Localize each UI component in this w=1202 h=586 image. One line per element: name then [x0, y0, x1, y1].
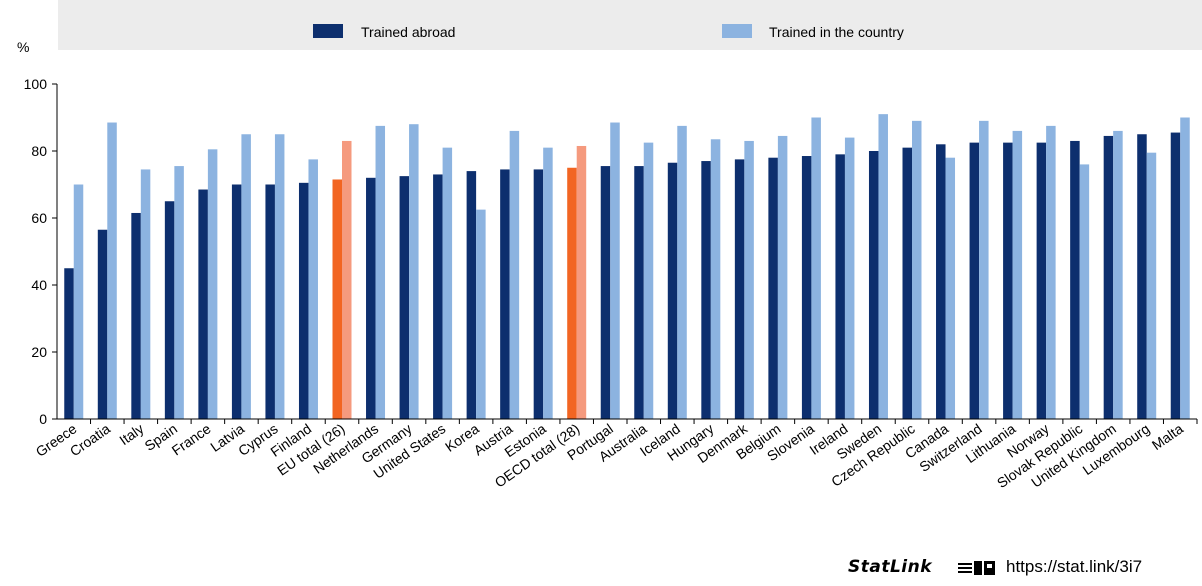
legend-background: [58, 0, 1202, 50]
bar-trained-in-the-country-latvia: [241, 134, 251, 419]
bar-trained-abroad-denmark: [734, 159, 745, 420]
bar-trained-in-the-country-austria: [509, 130, 520, 419]
bar-trained-abroad-australia: [634, 166, 644, 419]
bar-trained-in-the-country-italy: [140, 169, 151, 419]
y-axis-unit: %: [17, 39, 29, 55]
bar-trained-in-the-country-germany: [409, 124, 419, 419]
bar-trained-in-the-country-hungary: [710, 139, 721, 419]
legend: Trained abroad Trained in the country: [313, 24, 904, 40]
bar-trained-in-the-country-united-states: [442, 147, 453, 419]
bar-trained-in-the-country-belgium: [777, 135, 788, 419]
bar-trained-abroad-eu-total-26: [332, 179, 342, 419]
bars: [64, 114, 1190, 420]
bar-trained-abroad-estonia: [533, 169, 544, 419]
bar-trained-abroad-lithuania: [1003, 142, 1013, 420]
bar-trained-in-the-country-iceland: [677, 125, 687, 420]
bar-trained-in-the-country-portugal: [610, 122, 620, 420]
legend-label-trained-abroad: Trained abroad: [361, 24, 455, 40]
legend-label-trained-in-the-country: Trained in the country: [769, 24, 904, 40]
y-tick-label: 40: [31, 277, 47, 293]
bar-trained-abroad-netherlands: [366, 177, 376, 419]
legend-swatch-trained-in-the-country: [722, 24, 752, 38]
bar-trained-in-the-country-denmark: [744, 140, 754, 419]
y-tick-label: 0: [39, 411, 47, 427]
bar-chart: Trained abroad Trained in the country % …: [17, 0, 1202, 491]
bar-trained-in-the-country-estonia: [543, 147, 553, 419]
bar-trained-abroad-belgium: [768, 157, 778, 419]
bar-trained-abroad-korea: [466, 171, 477, 419]
bar-trained-in-the-country-malta: [1180, 117, 1190, 419]
bar-trained-abroad-sweden: [868, 151, 879, 419]
bar-trained-in-the-country-united-kingdom: [1113, 130, 1123, 419]
bar-trained-in-the-country-lithuania: [1012, 130, 1023, 419]
bar-trained-abroad-norway: [1036, 142, 1047, 420]
bar-trained-abroad-hungary: [701, 161, 711, 420]
bar-trained-abroad-ireland: [835, 154, 845, 419]
statlink-word: StatLink: [848, 557, 933, 577]
bar-trained-in-the-country-korea: [476, 209, 486, 420]
bar-trained-in-the-country-slovak-republic: [1079, 164, 1090, 419]
y-tick-label: 100: [24, 76, 48, 92]
bar-trained-abroad-switzerland: [969, 142, 980, 420]
y-tick-label: 20: [31, 344, 47, 360]
bar-trained-abroad-canada: [936, 144, 946, 420]
bar-trained-abroad-france: [198, 189, 208, 419]
bar-trained-abroad-greece: [64, 268, 74, 419]
bar-trained-abroad-malta: [1170, 132, 1181, 419]
bar-trained-in-the-country-luxembourg: [1146, 152, 1157, 419]
bar-trained-in-the-country-finland: [308, 159, 318, 420]
bar-trained-abroad-united-states: [433, 174, 443, 419]
bar-trained-abroad-luxembourg: [1137, 134, 1147, 419]
bar-trained-abroad-oecd-total-28: [567, 167, 577, 419]
bar-trained-in-the-country-netherlands: [375, 125, 386, 420]
bar-trained-abroad-czech-republic: [902, 147, 912, 419]
bar-trained-abroad-spain: [164, 201, 175, 419]
bar-trained-abroad-iceland: [667, 162, 678, 420]
bar-trained-in-the-country-greece: [73, 184, 84, 419]
bar-trained-abroad-united-kingdom: [1103, 135, 1114, 419]
bar-trained-in-the-country-czech-republic: [912, 120, 922, 419]
bar-trained-abroad-finland: [298, 182, 309, 419]
y-tick-label: 80: [31, 143, 47, 159]
bar-trained-abroad-portugal: [600, 166, 611, 419]
bar-trained-abroad-germany: [399, 176, 410, 420]
bar-trained-in-the-country-switzerland: [979, 120, 989, 419]
bar-trained-in-the-country-canada: [945, 157, 956, 419]
bar-trained-abroad-croatia: [97, 229, 108, 419]
statlink-logo-icon: [958, 561, 995, 575]
bar-trained-in-the-country-spain: [174, 166, 184, 419]
bar-trained-in-the-country-ireland: [844, 137, 855, 419]
bar-trained-abroad-latvia: [231, 184, 242, 419]
bar-trained-abroad-slovenia: [801, 156, 812, 419]
bar-trained-abroad-austria: [500, 169, 510, 419]
y-tick-label: 60: [31, 210, 47, 226]
legend-swatch-trained-abroad: [313, 24, 343, 38]
statlink-url[interactable]: https://stat.link/3i7: [1006, 557, 1143, 576]
bar-trained-in-the-country-norway: [1046, 125, 1056, 420]
x-tick-label-malta: Malta: [1149, 420, 1186, 453]
x-tick-label-france: France: [169, 420, 214, 458]
bar-trained-abroad-cyprus: [265, 184, 275, 419]
bar-trained-in-the-country-australia: [643, 142, 654, 420]
bar-trained-abroad-slovak-republic: [1070, 140, 1080, 419]
statlink: StatLink https://stat.link/3i7: [842, 556, 1202, 580]
y-axis: 0 20 40 60 80 100: [24, 76, 58, 427]
bar-trained-in-the-country-oecd-total-28: [576, 145, 587, 420]
bar-trained-in-the-country-croatia: [107, 122, 117, 420]
bar-trained-in-the-country-france: [207, 149, 218, 419]
bar-trained-in-the-country-sweden: [878, 114, 888, 420]
x-tick-label-italy: Italy: [116, 420, 146, 448]
bar-trained-in-the-country-slovenia: [811, 117, 821, 419]
bar-trained-in-the-country-cyprus: [274, 134, 285, 419]
bar-trained-in-the-country-eu-total-26: [342, 140, 352, 419]
bar-trained-abroad-italy: [131, 212, 141, 419]
